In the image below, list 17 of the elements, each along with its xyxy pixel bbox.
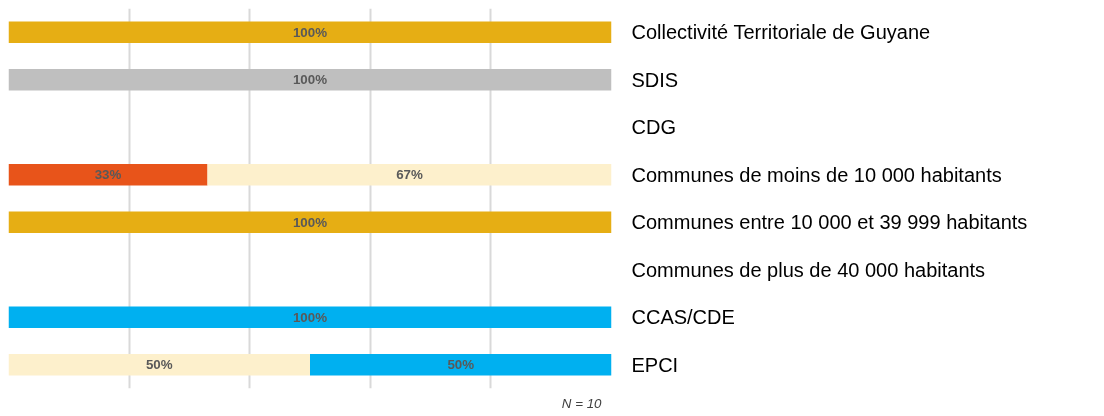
data-label: 100% bbox=[292, 309, 328, 325]
y-tick-label: SDIS bbox=[631, 68, 679, 91]
y-tick-label: Collectivité Territoriale de Guyane bbox=[631, 21, 931, 44]
y-tick-label: Communes de plus de 40 000 habitants bbox=[631, 258, 986, 281]
data-label: 50% bbox=[447, 357, 475, 373]
data-label: 67% bbox=[396, 167, 423, 183]
y-tick-label: EPCI bbox=[631, 353, 679, 376]
y-tick-label: CDG bbox=[631, 116, 676, 139]
data-label: 33% bbox=[94, 167, 122, 183]
data-label: 100% bbox=[292, 72, 328, 88]
data-label: 100% bbox=[292, 24, 328, 40]
data-label: 100% bbox=[292, 214, 328, 230]
y-tick-label: Communes entre 10 000 et 39 999 habitants bbox=[631, 211, 1028, 234]
data-label: 50% bbox=[145, 357, 173, 373]
y-tick-label: CCAS/CDE bbox=[631, 306, 735, 329]
text: N = 10 bbox=[561, 395, 603, 411]
y-tick-label: Communes de moins de 10 000 habitants bbox=[631, 163, 1002, 186]
